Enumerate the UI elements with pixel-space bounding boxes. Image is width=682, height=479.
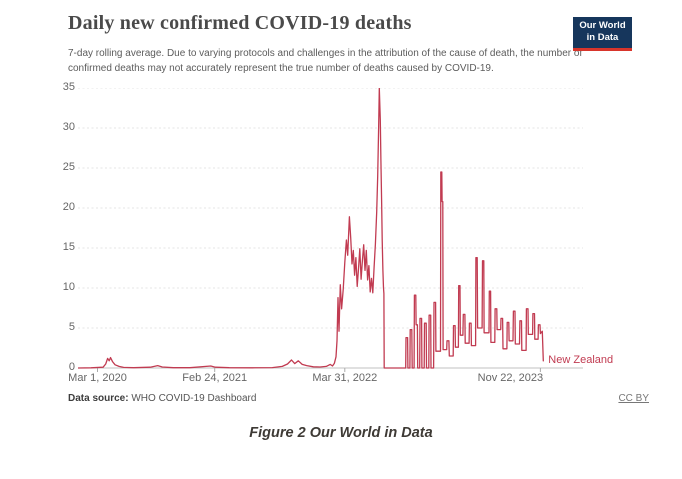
data-source-label: Data source: <box>68 393 129 404</box>
license-link[interactable]: CC BY <box>618 393 649 404</box>
y-tick-label: 5 <box>68 321 75 333</box>
y-tick-label: 15 <box>62 241 75 253</box>
y-tick-label: 35 <box>62 81 75 93</box>
chart-footer: Data source: WHO COVID-19 Dashboard CC B… <box>68 393 649 404</box>
y-tick-label: 25 <box>62 161 75 173</box>
data-source: Data source: WHO COVID-19 Dashboard <box>68 393 256 404</box>
x-tick-label: Mar 1, 2020 <box>68 372 127 384</box>
new-zealand-line <box>78 88 544 369</box>
y-tick-label: 20 <box>62 201 75 213</box>
data-source-value: WHO COVID-19 Dashboard <box>131 393 257 404</box>
x-tick-label: Nov 22, 2023 <box>477 372 544 384</box>
chart-subtitle: 7-day rolling average. Due to varying pr… <box>68 48 583 74</box>
series-label-new-zealand: New Zealand <box>548 353 614 366</box>
y-tick-label: 10 <box>62 281 75 293</box>
x-tick-label: Feb 24, 2021 <box>182 372 248 384</box>
y-tick-label: 30 <box>62 121 75 133</box>
chart-title: Daily new confirmed COVID-19 deaths <box>68 12 412 34</box>
owid-chart-figure: Daily new confirmed COVID-19 deaths 7-da… <box>57 4 655 418</box>
chart-canvas <box>78 88 583 373</box>
figure-caption: Figure 2 Our World in Data <box>249 425 433 441</box>
x-tick-label: Mar 31, 2022 <box>312 372 378 384</box>
owid-logo: Our World in Data <box>573 17 632 51</box>
y-tick-label: 0 <box>68 361 75 373</box>
owid-logo-line1: Our World <box>579 20 626 31</box>
owid-logo-line2: in Data <box>586 31 619 43</box>
